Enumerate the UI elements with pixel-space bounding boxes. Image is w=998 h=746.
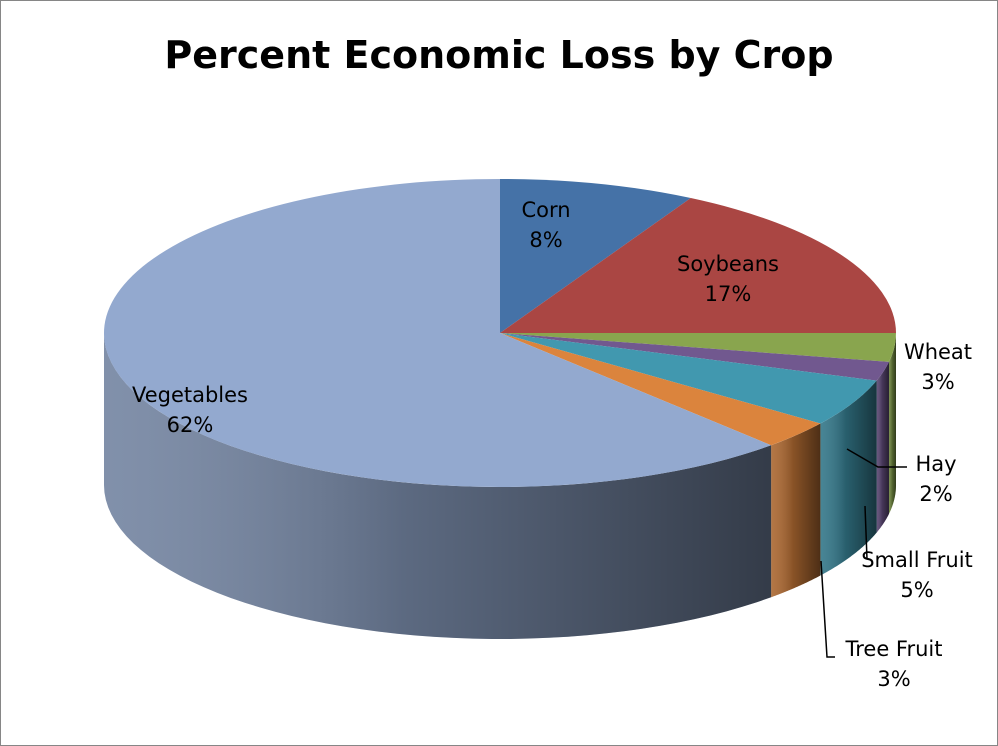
data-label-percent: 5%: [900, 578, 933, 602]
data-label-category: Vegetables: [132, 383, 248, 407]
pie-side-shade-small-fruit: [820, 380, 877, 576]
pie-side-shade-vegetables: [104, 333, 772, 639]
data-label-percent: 3%: [877, 667, 910, 691]
pie-side-shade-hay: [876, 361, 889, 533]
pie-side-shade-tree-fruit: [771, 423, 821, 598]
data-label-percent: 2%: [919, 482, 952, 506]
pie-slice-tree-fruit: [500, 333, 821, 446]
leader-line-hay: [846, 448, 907, 468]
data-label-category: Tree Fruit: [845, 637, 943, 661]
pie-slice-wheat: [500, 333, 896, 362]
data-label-hay: Hay 2%: [915, 452, 956, 506]
data-label-vegetables: Vegetables 62%: [132, 383, 248, 437]
data-label-category: Small Fruit: [861, 548, 973, 572]
data-label-percent: 62%: [167, 413, 214, 437]
data-label-wheat: Wheat 3%: [904, 340, 972, 394]
data-label-tree-fruit: Tree Fruit 3%: [845, 637, 943, 691]
pie-slice-hay: [500, 333, 889, 381]
pie-slice-vegetables: [103, 179, 772, 488]
chart-title: Percent Economic Loss by Crop: [164, 33, 833, 77]
data-label-category: Wheat: [904, 340, 972, 364]
data-label-percent: 17%: [705, 282, 752, 306]
data-label-percent: 3%: [921, 370, 954, 394]
pie-side-shade-wheat: [888, 333, 896, 514]
leader-lines: [820, 448, 907, 658]
data-label-small-fruit: Small Fruit 5%: [861, 548, 973, 602]
data-label-soybeans: Soybeans 17%: [677, 252, 779, 306]
data-label-category: Soybeans: [677, 252, 779, 276]
leader-line-tree-fruit: [820, 560, 835, 658]
pie-sides: [104, 333, 896, 639]
data-label-category: Corn: [521, 198, 570, 222]
pie-slice-soybeans: [500, 198, 896, 333]
leader-line-small-fruit: [864, 505, 868, 560]
pie-slice-small-fruit: [500, 333, 877, 424]
data-label-percent: 8%: [529, 228, 562, 252]
pie-slices: [103, 179, 896, 488]
data-labels: Corn 8% Soybeans 17% Wheat 3% Hay 2% Small Fruit…: [132, 198, 973, 691]
pie-slice-corn: [500, 179, 691, 333]
data-label-corn: Corn 8%: [521, 198, 570, 252]
data-label-category: Hay: [915, 452, 956, 476]
